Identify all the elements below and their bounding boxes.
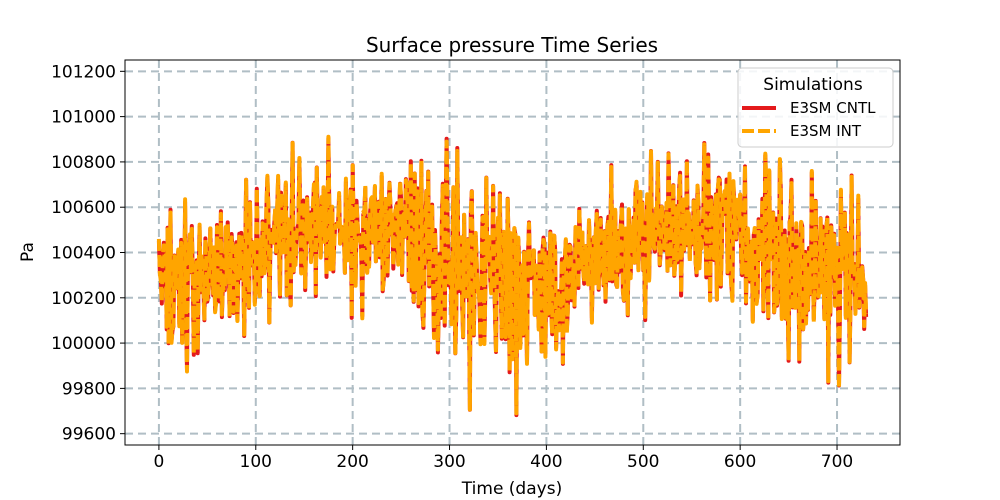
y-tick-label: 99800 xyxy=(62,379,116,399)
x-tick-label: 700 xyxy=(821,452,853,472)
legend-box xyxy=(737,67,894,148)
y-tick-label: 100000 xyxy=(51,334,116,354)
y-tick-label: 100200 xyxy=(51,289,116,309)
y-tick-label: 101200 xyxy=(51,62,116,82)
x-tick-label: 600 xyxy=(724,452,756,472)
y-axis-label: Pa xyxy=(18,242,38,262)
x-tick-label: 100 xyxy=(240,452,272,472)
y-tick-label: 99600 xyxy=(62,425,116,445)
x-tick-label: 0 xyxy=(153,452,164,472)
x-tick-label: 200 xyxy=(336,452,368,472)
legend-label-int: E3SM INT xyxy=(790,122,862,140)
legend: Simulations E3SM CNTL E3SM INT xyxy=(737,67,894,148)
x-tick-label: 300 xyxy=(433,452,465,472)
y-tick-label: 100600 xyxy=(51,198,116,218)
y-tick-label: 100800 xyxy=(51,153,116,173)
x-tick-label: 500 xyxy=(627,452,659,472)
legend-label-cntl: E3SM CNTL xyxy=(790,99,876,117)
x-axis-label: Time (days) xyxy=(461,479,562,499)
y-tick-label: 101000 xyxy=(51,108,116,128)
legend-title: Simulations xyxy=(763,75,863,95)
y-axis-ticks: 99600 99800 100000 100200 100400 100600 100800… xyxy=(51,62,125,445)
series-line-int xyxy=(156,134,869,416)
y-tick-label: 100400 xyxy=(51,244,116,264)
chart-title: Surface pressure Time Series xyxy=(366,33,658,57)
x-axis-ticks: 0 100 200 300 400 500 600 700 xyxy=(153,445,853,472)
x-tick-label: 400 xyxy=(530,452,562,472)
series-lines xyxy=(156,134,869,418)
